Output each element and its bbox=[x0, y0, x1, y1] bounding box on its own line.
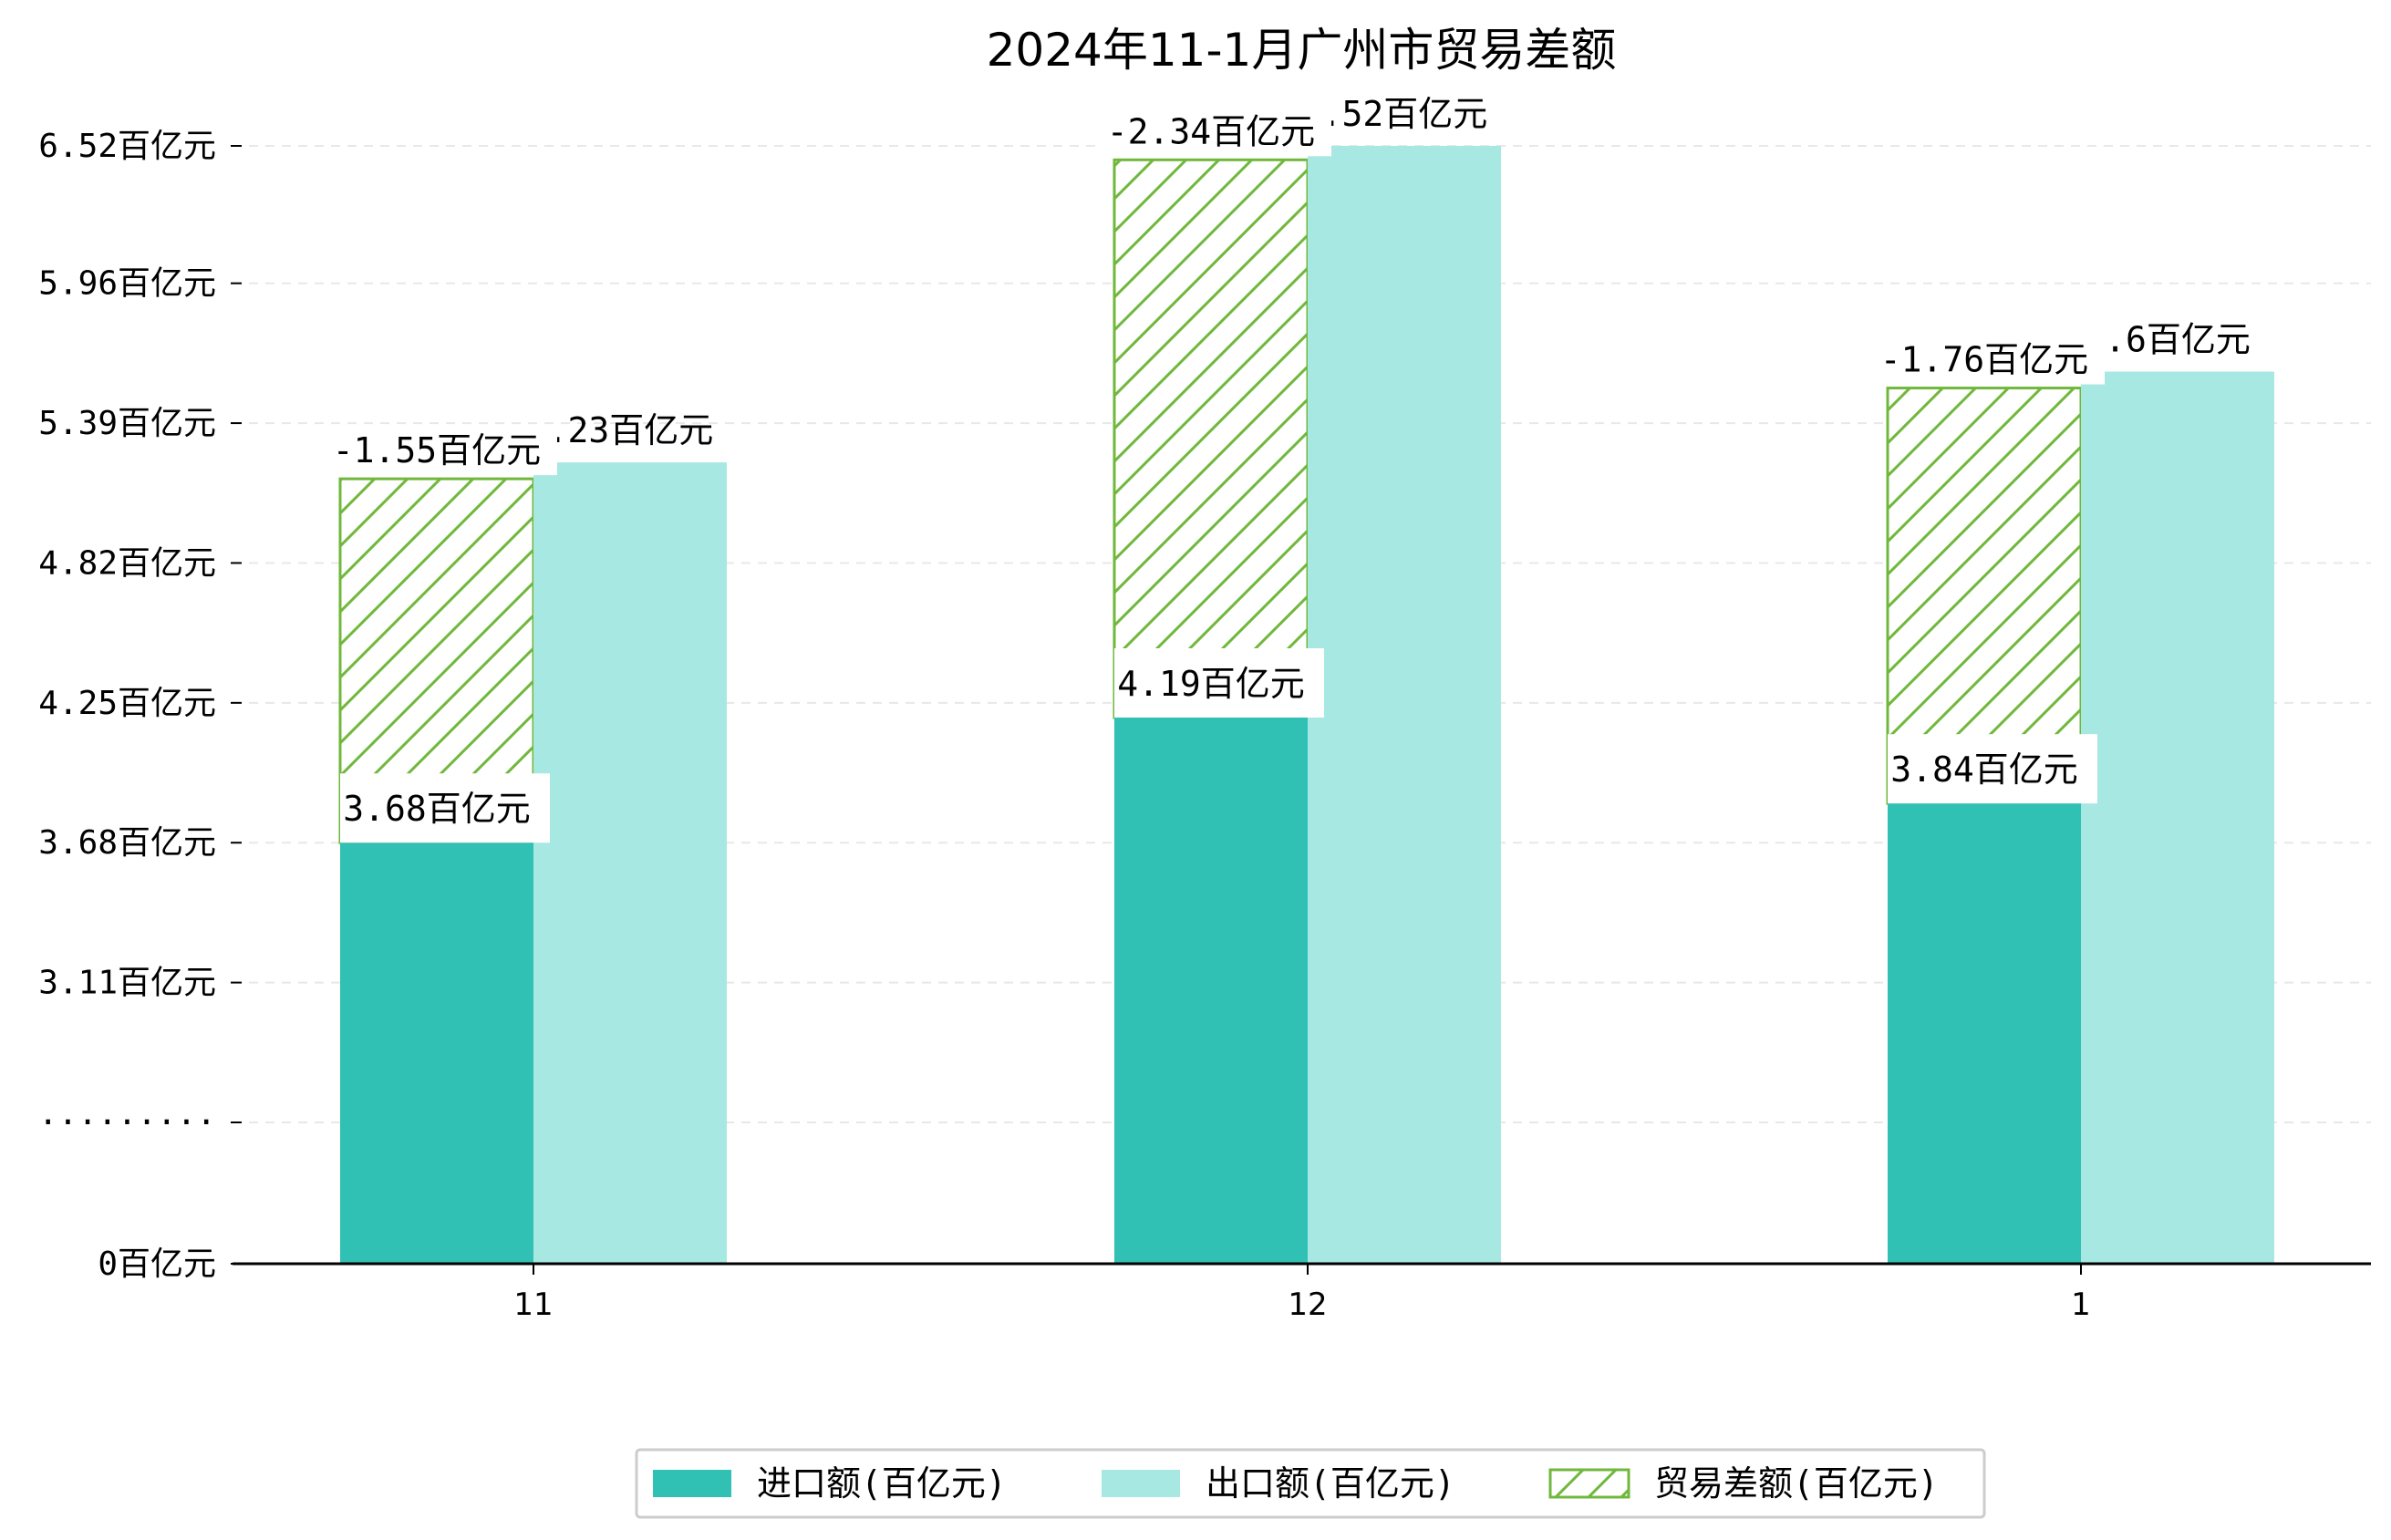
legend-swatch-export bbox=[1102, 1470, 1180, 1497]
bar-export bbox=[533, 462, 727, 1264]
y-tick-label: 0百亿元 bbox=[98, 1245, 216, 1283]
data-label-import: 4.19百亿元 bbox=[1117, 664, 1305, 704]
x-axis: 11 12 1 bbox=[233, 1262, 2371, 1323]
x-tick-label: 1 bbox=[2071, 1287, 2091, 1323]
legend-label-import: 进口额(百亿元) bbox=[757, 1463, 1007, 1504]
y-axis: 0百亿元 ········· 3.11百亿元 3.68百亿元 4.25百亿元 4.82百亿… bbox=[38, 128, 242, 1283]
legend-label-balance: 贸易差额(百亿元) bbox=[1654, 1463, 1939, 1504]
bar-export bbox=[2081, 371, 2274, 1264]
data-label-import: 3.84百亿元 bbox=[1890, 749, 2078, 790]
data-label-bg bbox=[1869, 335, 2105, 385]
data-label-balance: -2.34百亿元 bbox=[1107, 111, 1315, 151]
legend: 进口额(百亿元) 出口额(百亿元) 贸易差额(百亿元) bbox=[635, 1448, 1986, 1519]
data-label-export: .23百亿元 bbox=[547, 410, 714, 450]
data-label-bg bbox=[322, 426, 557, 476]
y-tick-label: 6.52百亿元 bbox=[38, 128, 216, 165]
y-tick-label: ········· bbox=[38, 1104, 216, 1142]
data-label-bg bbox=[340, 773, 550, 843]
y-tick-label: 5.39百亿元 bbox=[38, 405, 216, 442]
x-tick-label: 11 bbox=[513, 1287, 553, 1323]
y-tick-label: 3.11百亿元 bbox=[38, 965, 216, 1002]
y-tick-label: 4.82百亿元 bbox=[38, 544, 216, 582]
chart-title: 2024年11-1月广州市贸易差额 bbox=[987, 24, 1617, 77]
data-label-balance: -1.55百亿元 bbox=[333, 430, 541, 470]
data-label-bg bbox=[1096, 107, 1331, 157]
data-label-export: .6百亿元 bbox=[2105, 320, 2251, 360]
y-tick-label: 3.68百亿元 bbox=[38, 824, 216, 862]
bar-import bbox=[340, 842, 533, 1264]
y-tick-label: 4.25百亿元 bbox=[38, 685, 216, 722]
bar-import bbox=[1114, 717, 1308, 1264]
legend-swatch-import bbox=[653, 1470, 731, 1497]
data-label-bg bbox=[1114, 647, 1324, 718]
bar-export bbox=[1308, 146, 1501, 1264]
data-label-import: 3.68百亿元 bbox=[343, 789, 531, 829]
data-label-export: .52百亿元 bbox=[1321, 94, 1488, 134]
legend-swatch-balance bbox=[1548, 1468, 1630, 1499]
x-tick-label: 12 bbox=[1288, 1287, 1327, 1323]
legend-box bbox=[635, 1448, 1986, 1519]
legend-label-export: 出口额(百亿元) bbox=[1206, 1463, 1455, 1504]
bar-import bbox=[1888, 803, 2081, 1264]
data-label-bg bbox=[1888, 734, 2097, 804]
data-label-balance: -1.76百亿元 bbox=[1880, 340, 2088, 380]
bar-balance bbox=[1113, 158, 1309, 719]
data-labels: .23百亿元-1.55百亿元 3.68百亿元 .52百亿元-2.34百亿元 4.19百… bbox=[322, 94, 2251, 843]
y-tick-label: 5.96百亿元 bbox=[38, 265, 216, 303]
